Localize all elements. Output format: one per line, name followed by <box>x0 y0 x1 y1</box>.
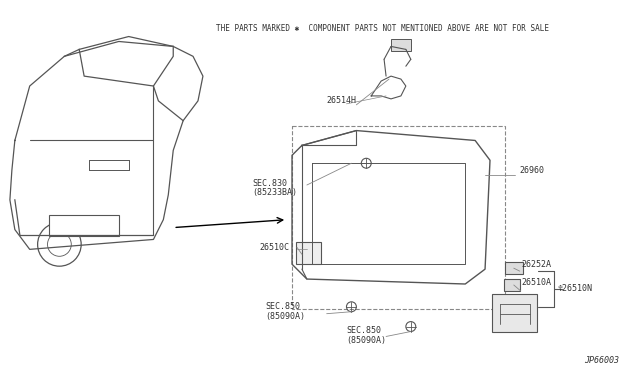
Text: ☦26510N: ☦26510N <box>557 285 592 294</box>
Text: SEC.830: SEC.830 <box>252 179 287 187</box>
Text: SEC.850: SEC.850 <box>266 302 300 311</box>
FancyBboxPatch shape <box>49 215 119 237</box>
FancyBboxPatch shape <box>296 243 321 264</box>
Text: (85090A): (85090A) <box>346 336 387 345</box>
Text: (85090A): (85090A) <box>266 312 305 321</box>
FancyBboxPatch shape <box>492 294 536 331</box>
Bar <box>292 126 505 309</box>
Text: 26960: 26960 <box>520 166 545 175</box>
Text: (85233BA): (85233BA) <box>252 189 298 198</box>
Text: JP66003: JP66003 <box>584 356 619 365</box>
Text: 26514H: 26514H <box>326 96 356 105</box>
FancyBboxPatch shape <box>505 262 523 274</box>
Text: THE PARTS MARKED ✱  COMPONENT PARTS NOT MENTIONED ABOVE ARE NOT FOR SALE: THE PARTS MARKED ✱ COMPONENT PARTS NOT M… <box>216 24 548 33</box>
FancyBboxPatch shape <box>504 279 520 291</box>
FancyBboxPatch shape <box>391 39 411 51</box>
Text: 26510A: 26510A <box>522 278 552 286</box>
Text: 26252A: 26252A <box>522 260 552 269</box>
Text: 26510C: 26510C <box>259 243 289 252</box>
Text: SEC.850: SEC.850 <box>346 326 381 335</box>
